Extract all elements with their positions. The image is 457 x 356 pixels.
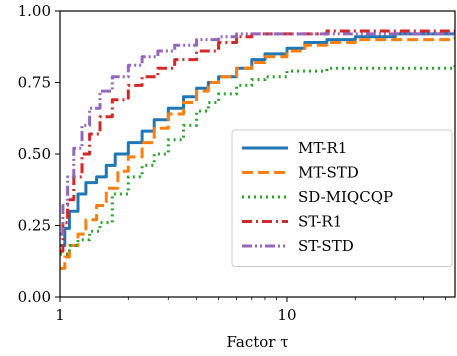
y-tick-label: 0.25: [18, 217, 51, 235]
y-tick-label: 0.50: [18, 145, 51, 163]
series-layer: [60, 29, 455, 270]
series-line-st-std: [60, 32, 455, 236]
y-axis: 0.00 0.25 0.50 0.75 1.00: [18, 2, 60, 306]
x-axis-label: Factor τ: [226, 333, 288, 351]
series-line-sd-miqcqp: [60, 65, 455, 256]
legend-label: MT-R1: [298, 139, 347, 157]
y-tick-label: 0.00: [18, 288, 51, 306]
x-axis: 1 10: [55, 297, 447, 324]
legend-label: ST-R1: [298, 213, 342, 231]
legend: MT-R1 MT-STD SD-MIQCQP ST-R1 ST-STD: [231, 129, 453, 267]
legend-label: ST-STD: [298, 237, 354, 255]
legend-label: MT-STD: [298, 164, 359, 182]
y-tick-label: 1.00: [18, 2, 51, 20]
legend-items: MT-R1 MT-STD SD-MIQCQP ST-R1 ST-STD: [242, 139, 393, 255]
x-tick-label: 1: [55, 306, 65, 324]
series-line-mt-std: [60, 36, 455, 270]
y-tick-label: 0.75: [18, 74, 51, 92]
legend-label: SD-MIQCQP: [298, 188, 393, 206]
x-tick-label: 10: [277, 306, 296, 324]
legend-box: [231, 129, 453, 267]
